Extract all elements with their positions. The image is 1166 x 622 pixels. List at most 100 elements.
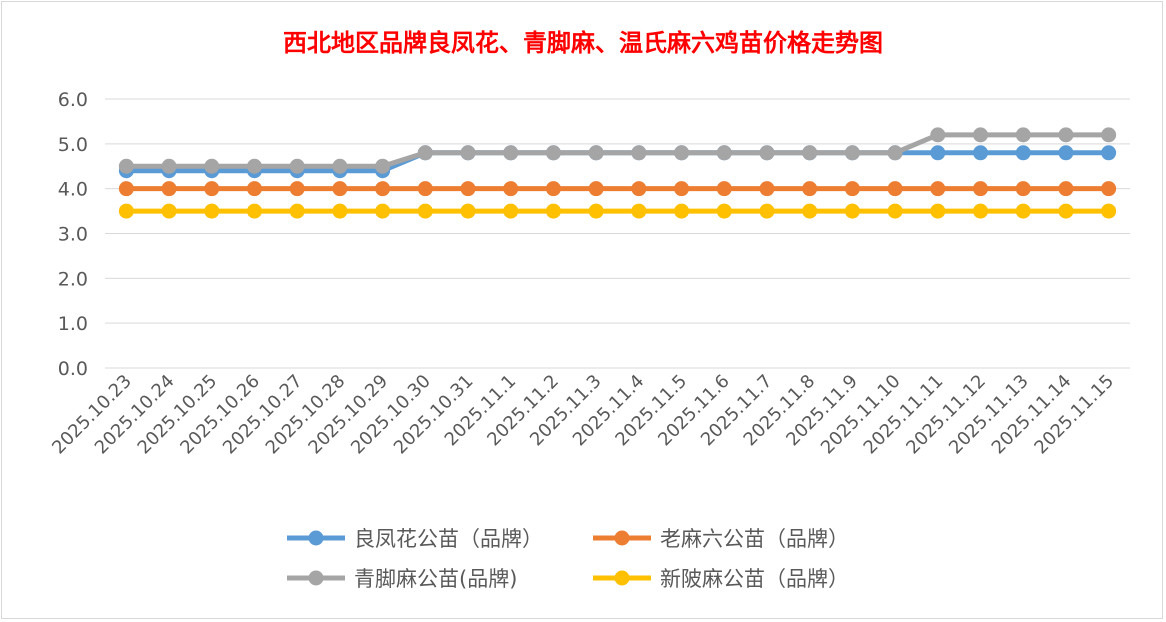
data-point — [930, 145, 946, 161]
data-point — [930, 127, 946, 143]
data-point — [460, 145, 476, 161]
legend-label: 老麻六公苗（品牌） — [660, 527, 849, 551]
data-point — [204, 203, 220, 219]
data-point — [1101, 203, 1117, 219]
legend-item: 良凤花公苗（品牌） — [287, 527, 543, 551]
y-tick-label: 0.0 — [58, 358, 88, 380]
y-tick-label: 5.0 — [58, 134, 88, 156]
y-tick-label: 2.0 — [58, 268, 88, 290]
data-point — [631, 145, 647, 161]
data-point — [716, 203, 732, 219]
data-point — [887, 145, 903, 161]
data-point — [545, 203, 561, 219]
data-point — [930, 181, 946, 197]
series-1 — [118, 181, 1117, 197]
series-2 — [118, 127, 1117, 174]
legend-item: 新陂麻公苗（品牌） — [593, 567, 849, 591]
data-point — [844, 181, 860, 197]
data-point — [246, 203, 262, 219]
data-point — [716, 181, 732, 197]
data-point — [118, 158, 134, 174]
data-point — [332, 158, 348, 174]
chart-title: 西北地区品牌良凤花、青脚麻、温氏麻六鸡苗价格走势图 — [283, 28, 883, 57]
data-point — [1101, 145, 1117, 161]
data-point — [674, 203, 690, 219]
data-point — [417, 181, 433, 197]
data-point — [1058, 145, 1074, 161]
data-point — [375, 181, 391, 197]
series-0 — [118, 145, 1117, 179]
legend-label: 青脚麻公苗(品牌) — [354, 567, 517, 591]
data-point — [545, 145, 561, 161]
data-point — [246, 181, 262, 197]
data-point — [460, 203, 476, 219]
data-point — [844, 145, 860, 161]
data-point — [1015, 203, 1031, 219]
data-point — [973, 145, 989, 161]
y-tick-label: 6.0 — [58, 89, 88, 111]
legend-item: 老麻六公苗（品牌） — [593, 527, 849, 551]
data-point — [759, 181, 775, 197]
data-point — [1058, 127, 1074, 143]
legend-label: 良凤花公苗（品牌） — [354, 527, 543, 551]
data-point — [1015, 145, 1031, 161]
data-point — [802, 145, 818, 161]
data-point — [375, 203, 391, 219]
data-point — [118, 203, 134, 219]
data-point — [716, 145, 732, 161]
data-point — [503, 203, 519, 219]
data-point — [161, 203, 177, 219]
data-point — [332, 203, 348, 219]
data-point — [759, 203, 775, 219]
data-point — [930, 203, 946, 219]
data-point — [844, 203, 860, 219]
data-point — [246, 158, 262, 174]
series-3 — [118, 203, 1117, 219]
y-tick-label: 3.0 — [58, 224, 88, 246]
data-point — [674, 181, 690, 197]
y-tick-label: 1.0 — [58, 313, 88, 335]
data-point — [289, 158, 305, 174]
data-point — [503, 181, 519, 197]
data-point — [588, 181, 604, 197]
data-point — [631, 203, 647, 219]
legend-marker — [308, 530, 324, 546]
legend-item: 青脚麻公苗(品牌) — [287, 567, 517, 591]
data-point — [289, 181, 305, 197]
data-point — [161, 158, 177, 174]
data-point — [1101, 127, 1117, 143]
data-point — [118, 181, 134, 197]
data-point — [887, 203, 903, 219]
data-point — [417, 145, 433, 161]
data-point — [545, 181, 561, 197]
data-point — [1101, 181, 1117, 197]
legend-marker — [308, 570, 324, 586]
data-point — [588, 203, 604, 219]
data-point — [674, 145, 690, 161]
data-point — [375, 158, 391, 174]
data-point — [1058, 181, 1074, 197]
data-point — [973, 181, 989, 197]
data-point — [973, 127, 989, 143]
data-point — [460, 181, 476, 197]
data-point — [759, 145, 775, 161]
legend-label: 新陂麻公苗（品牌） — [660, 567, 849, 591]
data-point — [802, 181, 818, 197]
data-point — [588, 145, 604, 161]
data-point — [631, 181, 647, 197]
data-point — [503, 145, 519, 161]
data-point — [417, 203, 433, 219]
data-point — [1058, 203, 1074, 219]
y-tick-label: 4.0 — [58, 179, 88, 201]
data-point — [204, 158, 220, 174]
data-point — [204, 181, 220, 197]
data-point — [161, 181, 177, 197]
data-point — [1015, 181, 1031, 197]
legend-marker — [614, 570, 630, 586]
data-point — [289, 203, 305, 219]
data-point — [887, 181, 903, 197]
data-point — [802, 203, 818, 219]
